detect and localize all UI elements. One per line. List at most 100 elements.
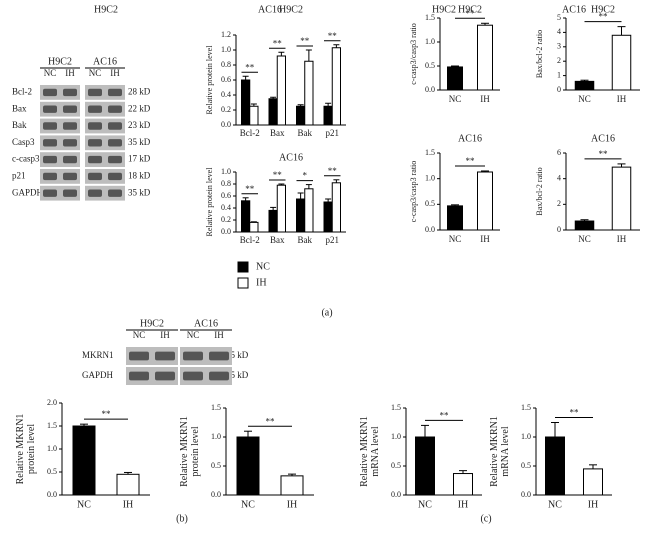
blot-strip — [40, 135, 80, 151]
y-tick-label: 0.5 — [391, 461, 401, 470]
blot-band — [129, 371, 149, 381]
y-tick-label: 0 — [557, 225, 561, 234]
x-tick-label: NC — [578, 234, 591, 244]
y-axis-label: Relative MKRN1 — [489, 416, 500, 487]
significance: ** — [245, 62, 255, 72]
y-axis-label: c-casp3/casp3 ratio — [409, 23, 418, 85]
error-bar — [325, 102, 332, 107]
bar — [331, 47, 341, 126]
y-tick-label: 0.2 — [221, 215, 231, 224]
bar — [241, 200, 251, 233]
chart-title: AC16 — [458, 133, 482, 144]
significance: ** — [328, 31, 338, 41]
size-label: 17 kD — [128, 154, 151, 164]
x-tick-label: IH — [588, 499, 599, 510]
lane-label: NC — [89, 68, 102, 78]
y-tick-label: 0.8 — [221, 179, 231, 188]
error-bar — [297, 104, 304, 107]
y-tick-label: 2 — [557, 199, 561, 208]
bar — [276, 184, 286, 233]
y-tick-label: 1.5 — [391, 403, 401, 412]
significance: ** — [266, 416, 276, 426]
blot-band — [88, 189, 102, 197]
y-axis-label: c-casp3/casp3 ratio — [409, 161, 418, 223]
y-tick-label: 0.0 — [425, 85, 435, 94]
y-tick-label: 0.5 — [425, 199, 435, 208]
error-bar — [244, 430, 252, 437]
y-axis-label: Relative MKRN1 — [15, 414, 26, 485]
blot-band — [63, 139, 77, 147]
error-bar — [451, 204, 459, 206]
y-axis-label: mRNA level — [370, 426, 381, 476]
lane-label: NC — [133, 330, 146, 340]
y-tick-label: 0.0 — [47, 490, 57, 499]
significance: ** — [273, 170, 283, 180]
blot-strip — [40, 101, 80, 117]
bar — [296, 105, 306, 126]
x-tick-label: IH — [480, 94, 490, 104]
blot-band — [43, 155, 57, 164]
x-tick-label: Bax — [270, 128, 285, 138]
error-bar — [278, 51, 285, 56]
significance: * — [303, 171, 308, 181]
error-bar — [617, 163, 626, 168]
protein-label: GAPDH — [12, 187, 44, 197]
blot-band — [108, 88, 122, 97]
chart-title: AC16 — [562, 4, 586, 15]
blot-strip — [40, 152, 80, 167]
y-tick-label: 0.4 — [221, 90, 231, 99]
blot-band — [108, 139, 122, 147]
y-axis-label: Bax/bcl-2 ratio — [535, 167, 544, 215]
protein-label: GAPDH — [82, 370, 114, 380]
protein-label: p21 — [12, 170, 26, 180]
blot-band — [43, 88, 57, 97]
chart-title: H9C2 — [458, 4, 482, 15]
blot-strip — [85, 135, 125, 151]
blot-strip — [40, 185, 80, 201]
blot-band — [63, 105, 77, 113]
chart-title: AC16 — [258, 4, 282, 15]
blot-band — [43, 122, 57, 130]
error-bar — [305, 184, 312, 189]
blot-band — [88, 139, 102, 147]
chart-title: H9C2 — [591, 4, 615, 15]
error-bar — [80, 423, 88, 426]
significance: ** — [599, 12, 609, 22]
x-tick-label: NC — [418, 499, 432, 510]
y-tick-label: 2 — [557, 56, 561, 65]
bar — [236, 436, 260, 496]
chart-title: AC16 — [279, 152, 303, 163]
error-bar — [481, 22, 489, 26]
blot-band — [88, 155, 102, 164]
error-bar — [297, 192, 304, 199]
significance: ** — [570, 408, 580, 418]
y-axis-label: Relative MKRN1 — [179, 416, 190, 487]
error-bar — [459, 470, 467, 474]
y-tick-label: 0.0 — [521, 490, 531, 499]
bar — [276, 55, 286, 126]
y-tick-label: 2.0 — [47, 398, 57, 407]
x-tick-label: IH — [123, 499, 134, 510]
error-bar — [551, 422, 559, 437]
blot-band — [155, 351, 175, 361]
bar — [249, 105, 259, 126]
y-axis-label: Relative MKRN1 — [359, 416, 370, 487]
bar — [477, 171, 493, 231]
legend-label: NC — [256, 261, 270, 272]
y-tick-label: 6 — [557, 148, 561, 157]
y-tick-label: 0.0 — [425, 225, 435, 234]
blot-band — [209, 371, 229, 381]
error-bar — [242, 75, 249, 80]
error-bar — [305, 49, 312, 62]
y-tick-label: 4 — [557, 27, 561, 36]
protein-label: MKRN1 — [82, 350, 114, 360]
legend-label: IH — [256, 277, 267, 288]
y-tick-label: 1.0 — [211, 432, 221, 441]
blot-band — [63, 155, 77, 164]
y-tick-label: 0.6 — [221, 75, 231, 84]
error-bar — [421, 424, 429, 437]
y-tick-label: 1.0 — [221, 45, 231, 54]
x-tick-label: p21 — [326, 235, 340, 245]
blot-band — [183, 371, 203, 381]
